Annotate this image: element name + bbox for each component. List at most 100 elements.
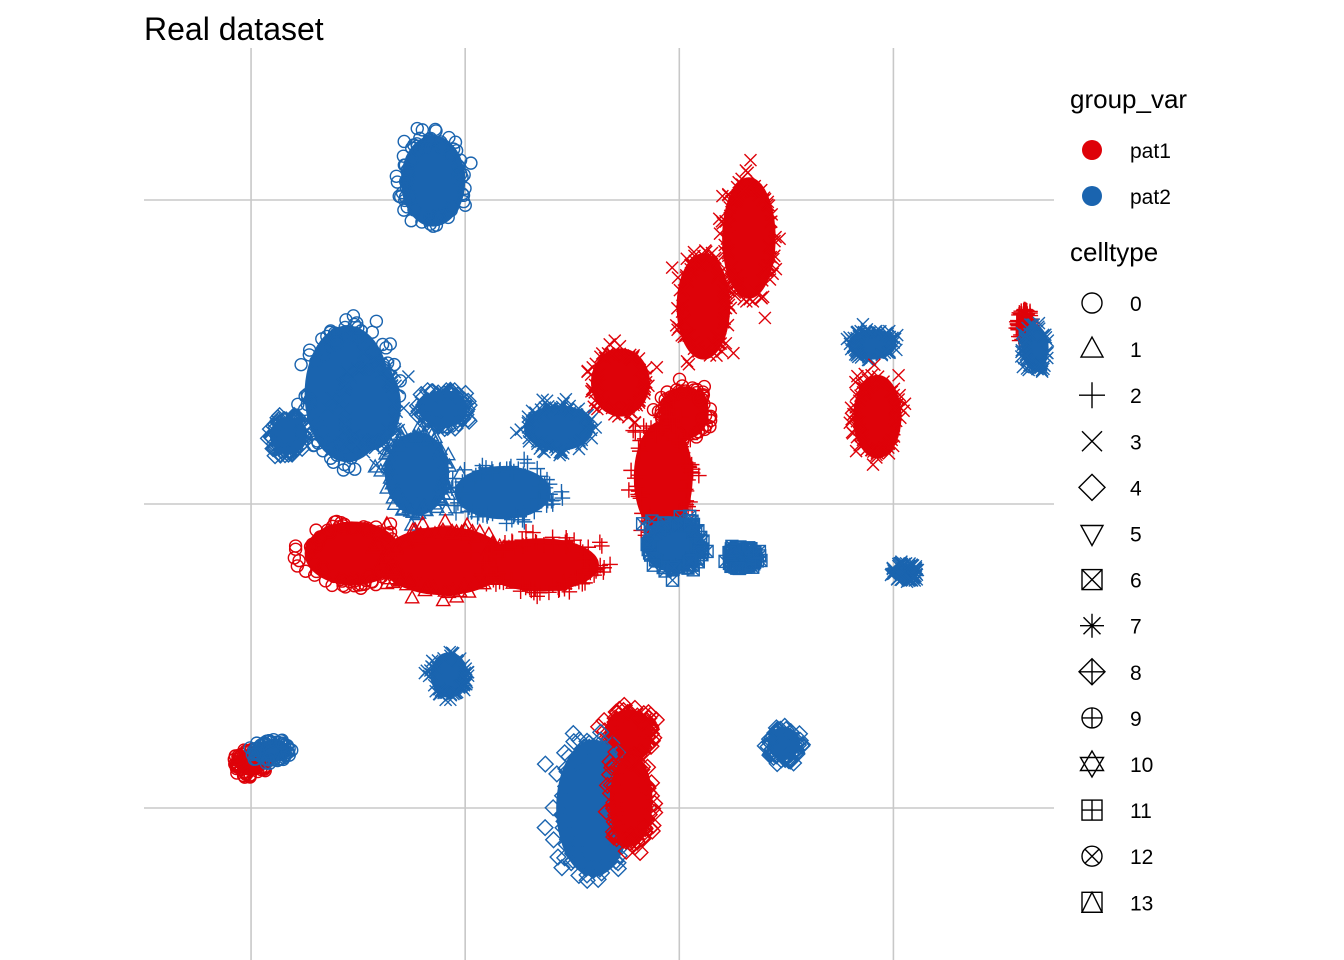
point xyxy=(449,686,463,700)
point xyxy=(467,573,483,588)
point xyxy=(387,396,401,410)
point xyxy=(380,455,396,470)
point xyxy=(724,301,738,315)
point xyxy=(291,397,305,411)
point xyxy=(708,251,722,265)
point xyxy=(270,438,289,456)
point xyxy=(389,437,406,452)
point xyxy=(350,331,364,346)
point xyxy=(261,752,275,767)
point xyxy=(620,703,639,722)
point xyxy=(267,439,285,457)
point xyxy=(755,273,769,287)
point xyxy=(288,407,306,426)
point xyxy=(525,404,539,418)
point xyxy=(554,490,571,506)
point xyxy=(638,736,657,755)
point xyxy=(350,316,364,330)
point xyxy=(544,529,561,546)
point xyxy=(445,200,460,214)
point xyxy=(485,464,501,480)
point xyxy=(553,806,572,825)
point xyxy=(536,755,555,773)
point xyxy=(442,386,461,405)
point xyxy=(408,406,427,424)
legend-shape-label: 9 xyxy=(1130,708,1142,731)
point xyxy=(453,523,470,539)
point xyxy=(544,830,563,849)
point xyxy=(412,525,429,540)
point xyxy=(625,422,641,439)
point xyxy=(377,445,394,460)
point xyxy=(640,369,654,383)
point xyxy=(649,428,666,444)
point xyxy=(420,577,436,593)
point xyxy=(851,350,865,364)
point xyxy=(548,765,566,783)
point xyxy=(571,573,587,590)
point xyxy=(575,433,589,447)
cluster-21-pat2 xyxy=(635,509,714,587)
point xyxy=(856,428,870,442)
point xyxy=(545,492,561,508)
point xyxy=(852,347,866,361)
legend-shape-item-11: 11 xyxy=(1081,799,1152,823)
point xyxy=(598,351,612,365)
point xyxy=(695,548,709,562)
point xyxy=(393,428,410,443)
point xyxy=(739,164,753,178)
point xyxy=(574,856,593,874)
point xyxy=(427,434,444,449)
point xyxy=(321,401,335,415)
point xyxy=(577,409,591,423)
point xyxy=(632,490,649,507)
point xyxy=(556,797,575,816)
point xyxy=(306,412,321,426)
point xyxy=(682,494,698,510)
point xyxy=(446,646,460,660)
point xyxy=(550,443,564,457)
point xyxy=(1014,349,1028,363)
point xyxy=(601,784,620,803)
point xyxy=(752,544,767,559)
point xyxy=(498,515,515,532)
point xyxy=(689,524,703,538)
point xyxy=(571,744,590,762)
point xyxy=(549,848,567,866)
point xyxy=(279,442,297,460)
cluster-4-pat2 xyxy=(408,381,478,440)
cluster-28-pat1 xyxy=(597,728,664,862)
point xyxy=(428,386,447,404)
point xyxy=(596,722,614,740)
point xyxy=(682,431,699,448)
point xyxy=(383,452,399,467)
point xyxy=(402,163,417,178)
point xyxy=(584,861,603,879)
point xyxy=(336,578,350,593)
point xyxy=(871,370,885,384)
point xyxy=(423,208,437,223)
point xyxy=(514,576,531,592)
point xyxy=(698,344,712,358)
point xyxy=(507,539,524,556)
cluster-10-pat2 xyxy=(840,317,904,367)
point xyxy=(388,412,402,426)
point xyxy=(538,401,552,415)
point xyxy=(526,584,542,601)
point xyxy=(329,514,344,529)
point xyxy=(903,573,917,587)
legend-shape-star-of-david xyxy=(1079,749,1105,779)
point xyxy=(504,533,520,550)
legend-shape-label: 1 xyxy=(1130,339,1142,362)
legend-shape-square-plus xyxy=(1081,799,1103,821)
point xyxy=(745,282,759,296)
point xyxy=(315,560,330,574)
point xyxy=(634,505,650,522)
point xyxy=(283,445,301,463)
point xyxy=(417,407,436,426)
point xyxy=(677,457,693,474)
point xyxy=(633,390,647,404)
point xyxy=(346,571,361,585)
